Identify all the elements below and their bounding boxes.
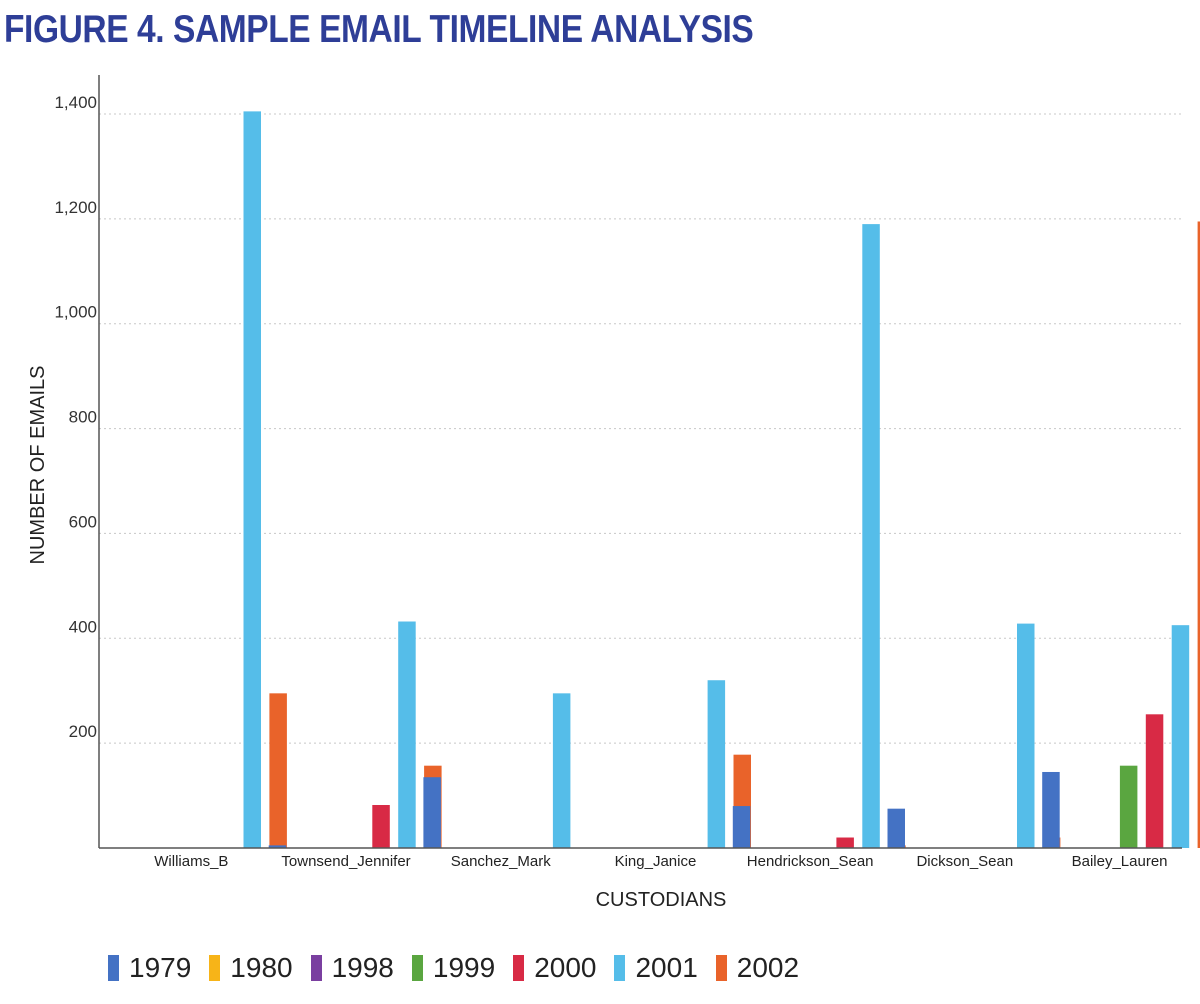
- figure-title: FIGURE 4. SAMPLE EMAIL TIMELINE ANALYSIS: [4, 8, 754, 51]
- bar-2001-Williams_B: [243, 111, 261, 849]
- bar-2000-Bailey_Lauren: [1145, 714, 1164, 848]
- bar-1979-Dickson_Sean: [887, 808, 905, 848]
- y-tick-labels: 200 400 600 800 1,000 1,200 1,400: [54, 93, 97, 741]
- legend-label: 1979: [129, 952, 192, 983]
- bar-1979-Sanchez_Mark: [423, 777, 441, 848]
- legend-swatch: [108, 955, 119, 981]
- bar-2001-Dickson_Sean: [1017, 623, 1035, 848]
- legend-label: 2001: [635, 952, 698, 983]
- category-label: Williams_B: [154, 853, 228, 870]
- legend-swatch: [310, 955, 322, 981]
- legend-label: 2000: [534, 952, 597, 983]
- bar-2000-Hendrickson_Sean: [836, 837, 854, 848]
- bar-1979-Hendrickson_Sean: [732, 806, 751, 848]
- y-tick-label: 400: [69, 617, 97, 636]
- legend-swatch: [513, 955, 525, 981]
- y-axis-label: NUMBER OF EMAILS: [27, 366, 49, 565]
- legend-label: 2002: [736, 952, 800, 983]
- y-tick-label: 600: [69, 512, 97, 531]
- y-tick-label: 800: [69, 408, 97, 427]
- y-tick-label: 1,400: [54, 93, 97, 112]
- legend-item-2001: 2001: [614, 952, 698, 984]
- legend-item-1998: 1998: [310, 952, 394, 984]
- y-tick-label: 1,000: [54, 303, 97, 322]
- legend-item-2000: 2000: [513, 952, 596, 984]
- bar-2002-Williams_B: [269, 693, 287, 848]
- legend-label: 1998: [331, 952, 394, 983]
- category-label: King_Janice: [615, 853, 697, 870]
- category-label: Dickson_Sean: [916, 853, 1013, 870]
- y-tick-label: 1,200: [54, 198, 97, 217]
- bar-1979-Bailey_Lauren: [1042, 771, 1060, 848]
- category-label: Bailey_Lauren: [1072, 853, 1168, 870]
- legend-item-1999: 1999: [411, 952, 496, 984]
- category-label: Townsend_Jennifer: [281, 853, 410, 870]
- y-tick-label: 200: [69, 722, 97, 741]
- bar-2000-Townsend_Jennifer: [372, 805, 390, 848]
- legend-label: 1999: [432, 952, 496, 983]
- bar-2001-Townsend_Jennifer: [398, 621, 416, 848]
- legend-swatch: [209, 955, 221, 981]
- legend-swatch: [715, 955, 727, 981]
- x-axis-label: CUSTODIANS: [596, 889, 727, 911]
- legend-swatch: [614, 955, 626, 981]
- bar-1979-Townsend_Jennifer: [268, 845, 287, 848]
- legend: 1979 1980 1998 1999 2000 2001 2002: [108, 952, 799, 984]
- legend-item-1980: 1980: [209, 952, 293, 984]
- category-labels: Williams_B Townsend_Jennifer Sanchez_Mark K…: [154, 853, 1167, 870]
- bar-2001-Hendrickson_Sean: [862, 224, 880, 849]
- bar-chart: 200 400 600 800 1,000 1,200 1,400 Williams_B To…: [27, 75, 1200, 911]
- bar-2002-Bailey_Lauren: [1197, 221, 1200, 848]
- legend-label: 1980: [230, 952, 293, 983]
- bar-1999-Bailey_Lauren: [1119, 765, 1138, 848]
- legend-item-1979: 1979: [108, 952, 191, 984]
- bars: [243, 111, 1200, 849]
- legend-item-2002: 2002: [715, 952, 800, 984]
- bar-2001-King_Janice: [707, 680, 726, 848]
- bar-2001-Sanchez_Mark: [552, 693, 571, 848]
- legend-swatch: [411, 955, 423, 981]
- category-label: Hendrickson_Sean: [747, 853, 874, 870]
- bar-2001-Bailey_Lauren: [1171, 625, 1190, 848]
- category-label: Sanchez_Mark: [451, 853, 552, 870]
